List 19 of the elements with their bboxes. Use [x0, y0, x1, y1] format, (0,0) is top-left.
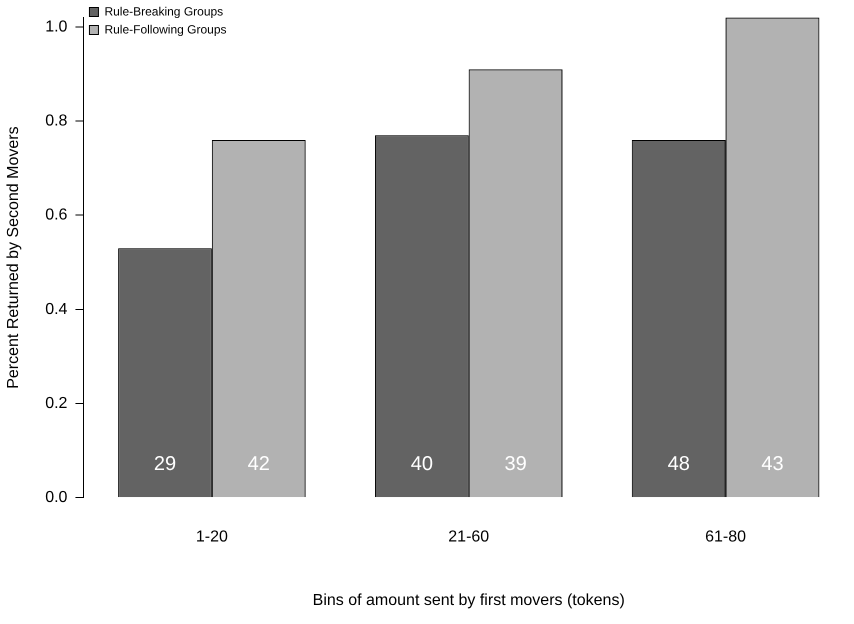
x-tick-label: 1-20 [196, 528, 228, 546]
x-axis-title: Bins of amount sent by first movers (tokens) [312, 592, 625, 609]
y-tick-label: 0.2 [45, 394, 68, 412]
annotation: 29 [154, 453, 176, 476]
y-tick-label: 0.8 [45, 112, 68, 130]
x-tick-label: 21-60 [448, 528, 490, 546]
annotation: 42 [248, 453, 270, 476]
y-tick-label: 1.0 [45, 18, 68, 36]
legend-label: Rule-Following Groups [104, 22, 227, 36]
y-tick-label: 0.6 [45, 206, 68, 224]
x-tick-label: 61-80 [705, 528, 746, 546]
annotation: 43 [761, 453, 784, 476]
y-axis-title: Percent Returned by Second Movers [5, 126, 22, 389]
annotation: 48 [668, 453, 690, 476]
annotation: 39 [504, 453, 527, 476]
legend-label: Rule-Breaking Groups [104, 4, 224, 18]
y-tick-label: 0.4 [45, 300, 68, 318]
annotation: 40 [410, 453, 433, 476]
y-tick-label: 0.0 [45, 489, 68, 506]
